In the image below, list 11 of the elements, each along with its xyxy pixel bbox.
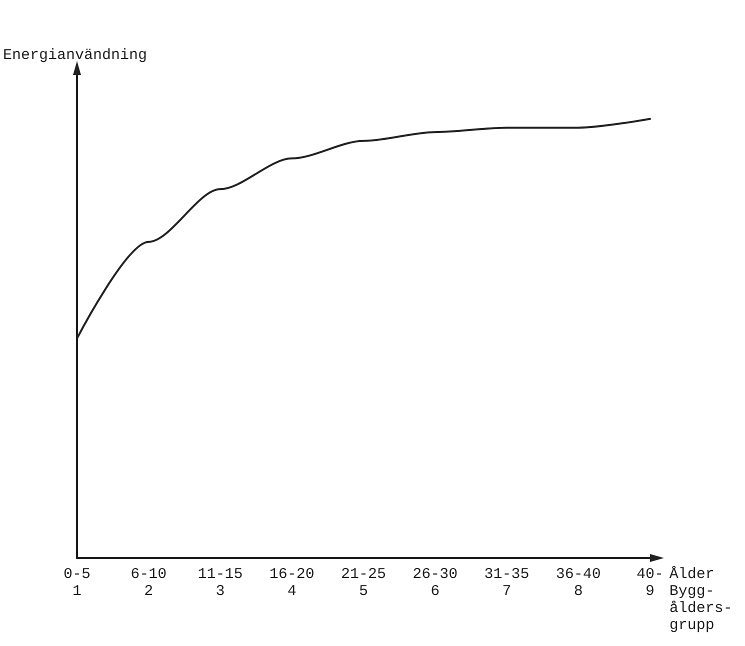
x-tick-label: 36-40 8 bbox=[556, 566, 601, 600]
x-tick-label: 16-20 4 bbox=[269, 566, 314, 600]
x-tick-label: 6-10 2 bbox=[130, 566, 167, 600]
y-axis-title: Energianvändning bbox=[3, 47, 148, 64]
x-tick-label: 0-5 1 bbox=[63, 566, 91, 600]
x-axis-title: Ålder Bygg- ålders- grupp bbox=[669, 566, 732, 634]
x-tick-label: 21-25 5 bbox=[340, 566, 386, 600]
x-tick-label: 11-15 3 bbox=[198, 566, 243, 600]
x-tick-label: 26-30 6 bbox=[412, 566, 458, 600]
x-tick-label: 31-35 7 bbox=[484, 566, 530, 600]
x-tick-label: 40- 9 bbox=[636, 566, 664, 600]
